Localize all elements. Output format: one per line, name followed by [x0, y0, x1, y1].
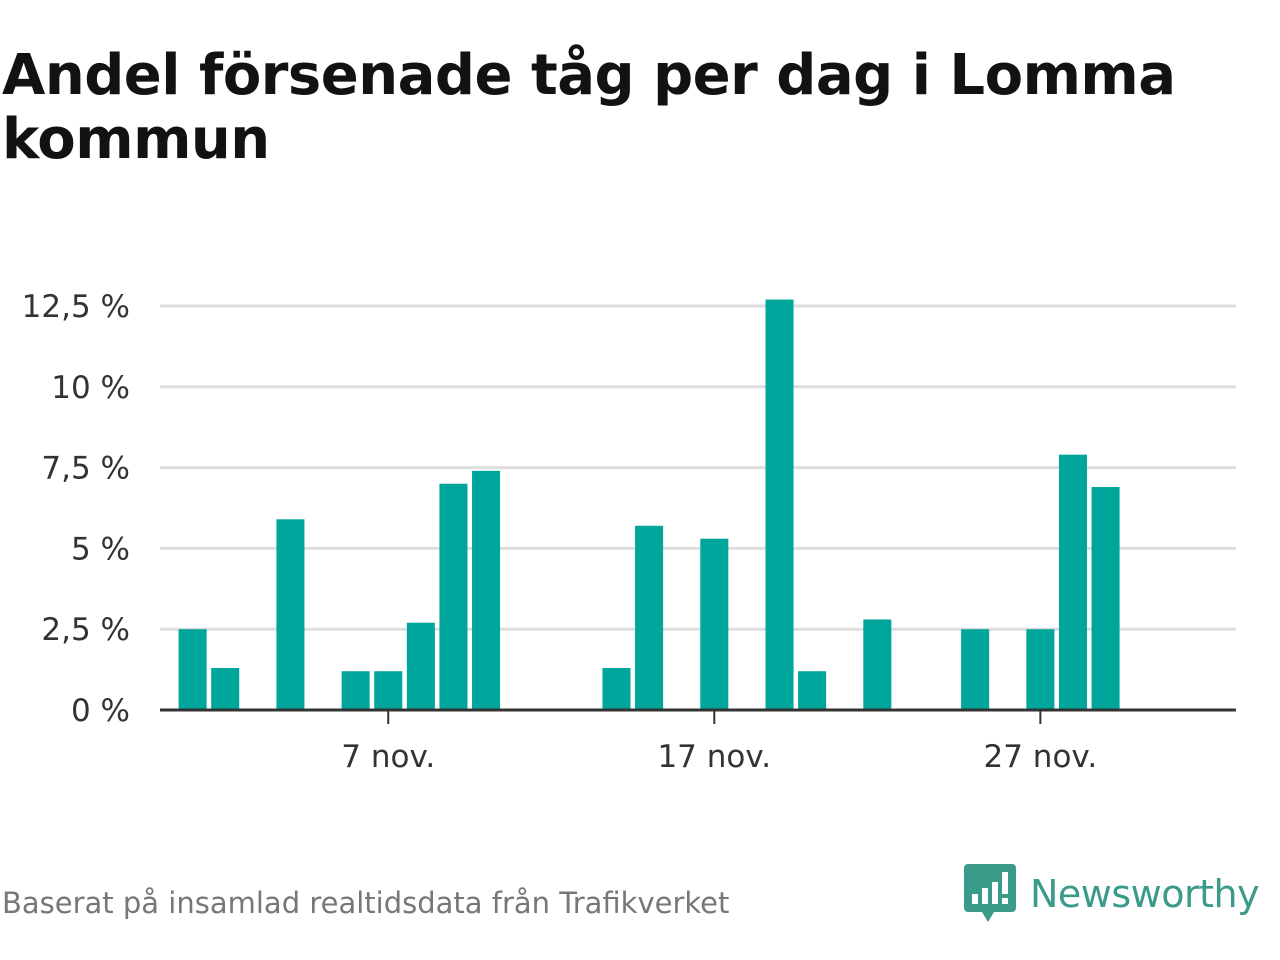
bar [1091, 486, 1120, 710]
y-tick-label: 12,5 % [22, 289, 130, 325]
bar [178, 629, 207, 710]
bars [178, 299, 1120, 710]
bar [602, 667, 631, 710]
bar [374, 671, 403, 710]
brand-name: Newsworthy [1030, 872, 1260, 916]
bar [341, 671, 370, 710]
source-note: Baserat på insamlad realtidsdata från Tr… [2, 886, 730, 920]
x-tick-label: 27 nov. [984, 739, 1098, 775]
bar [472, 470, 501, 710]
y-tick-label: 10 % [51, 370, 130, 406]
bar [1058, 454, 1087, 710]
brand-logo[interactable]: Newsworthy [964, 862, 1260, 926]
bar [211, 667, 240, 710]
bar [406, 622, 435, 710]
x-tick-label: 7 nov. [341, 739, 435, 775]
bar [863, 619, 892, 710]
y-tick-label: 7,5 % [41, 451, 130, 487]
bar [276, 519, 305, 710]
y-axis-ticks: 0 % 2,5 % 5 % 7,5 % 10 % 12,5 % [22, 289, 130, 729]
bar [700, 538, 729, 710]
y-tick-label: 2,5 % [41, 612, 130, 648]
chart-title: Andel försenade tåg per dag i Lomma komm… [2, 43, 1176, 172]
x-tick-label: 17 nov. [657, 739, 771, 775]
y-tick-label: 5 % [71, 531, 130, 567]
newsworthy-logo-icon [964, 864, 1016, 922]
bar [439, 483, 468, 710]
y-tick-label: 0 % [71, 693, 130, 729]
bar [635, 525, 664, 710]
bar [1026, 629, 1055, 710]
bar-chart: 0 % 2,5 % 5 % 7,5 % 10 % 12,5 % 7 nov. 17 nov.… [22, 289, 1236, 775]
bar [798, 671, 827, 710]
bar [961, 629, 990, 710]
grid-lines [160, 304, 1236, 631]
x-axis-ticks: 7 nov. 17 nov. 27 nov. [341, 710, 1097, 775]
bar [765, 299, 794, 710]
